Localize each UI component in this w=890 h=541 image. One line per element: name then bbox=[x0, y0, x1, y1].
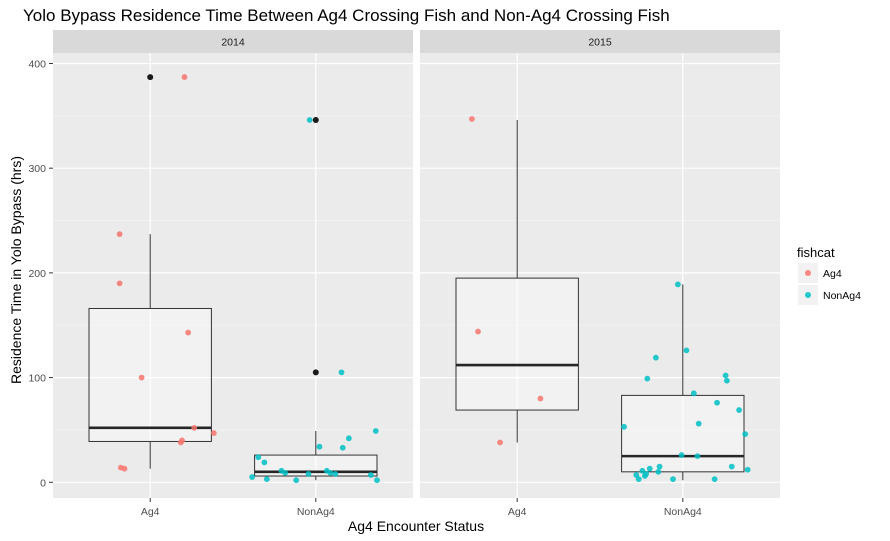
data-point bbox=[690, 390, 697, 397]
data-point bbox=[305, 471, 312, 477]
data-point bbox=[678, 452, 685, 458]
y-tick-label: 100 bbox=[28, 373, 46, 385]
data-point bbox=[670, 476, 676, 483]
data-point bbox=[263, 476, 270, 483]
data-point bbox=[327, 469, 334, 476]
data-point bbox=[138, 374, 145, 381]
legend-label: NonAg4 bbox=[823, 290, 861, 302]
outlier-point bbox=[147, 74, 154, 81]
legend: fishcat Ag4 NonAg4 bbox=[797, 245, 861, 305]
data-point bbox=[282, 469, 289, 476]
y-tick-label: 0 bbox=[40, 477, 46, 489]
data-point bbox=[497, 439, 503, 446]
data-point bbox=[332, 471, 339, 477]
outlier-point bbox=[312, 369, 319, 376]
data-point bbox=[338, 369, 345, 376]
data-point bbox=[641, 473, 648, 479]
data-point bbox=[185, 329, 192, 336]
boxplot-ag4 bbox=[88, 74, 212, 469]
x-tick-label: Ag4 bbox=[141, 506, 160, 518]
data-point bbox=[469, 116, 475, 122]
data-point bbox=[711, 476, 718, 483]
legend-marker bbox=[805, 270, 811, 276]
data-point bbox=[306, 117, 313, 123]
y-tick-label: 200 bbox=[28, 268, 46, 280]
chart-title: Yolo Bypass Residence Time Between Ag4 C… bbox=[23, 6, 670, 25]
legend-marker bbox=[805, 292, 811, 298]
legend-label: Ag4 bbox=[823, 268, 842, 280]
data-point bbox=[249, 474, 256, 480]
box-iqr bbox=[88, 307, 212, 442]
strip-label: 2014 bbox=[221, 37, 245, 49]
data-point bbox=[116, 231, 123, 238]
x-tick-label: NonAg4 bbox=[664, 506, 702, 518]
data-point bbox=[475, 328, 481, 335]
data-point bbox=[339, 444, 346, 451]
data-point bbox=[633, 472, 640, 478]
outlier-point bbox=[312, 117, 319, 124]
data-point bbox=[722, 372, 729, 379]
box-iqr bbox=[455, 277, 579, 411]
data-point bbox=[345, 435, 352, 442]
data-point bbox=[742, 431, 749, 438]
data-point bbox=[723, 377, 730, 384]
data-point bbox=[255, 454, 262, 461]
data-point bbox=[675, 281, 681, 288]
x-tick-label: Ag4 bbox=[508, 506, 527, 518]
data-point bbox=[177, 439, 184, 446]
panel-background bbox=[53, 53, 413, 498]
data-point bbox=[656, 463, 663, 470]
data-point bbox=[635, 476, 642, 483]
data-point bbox=[644, 375, 651, 382]
strip-label: 2015 bbox=[588, 37, 612, 49]
data-point bbox=[293, 477, 300, 484]
data-point bbox=[621, 423, 627, 430]
data-point bbox=[372, 428, 379, 434]
facet-panels: 2014 Ag4 NonAg4 2015 Ag4 NonAg4 bbox=[53, 30, 780, 518]
data-point bbox=[181, 74, 188, 80]
x-tick-label: NonAg4 bbox=[297, 506, 335, 518]
data-point bbox=[210, 430, 217, 436]
data-point bbox=[191, 424, 198, 431]
data-point bbox=[736, 407, 743, 413]
data-point bbox=[261, 459, 268, 466]
box-iqr bbox=[621, 394, 745, 473]
data-point bbox=[655, 468, 662, 475]
data-point bbox=[367, 472, 374, 478]
y-tick-label: 400 bbox=[28, 58, 46, 70]
facet-panel-2015: 2015 Ag4 NonAg4 bbox=[420, 30, 780, 518]
data-point bbox=[116, 280, 123, 287]
data-point bbox=[744, 466, 751, 473]
strip-background bbox=[420, 30, 780, 53]
y-tick-label: 300 bbox=[28, 163, 46, 175]
data-point bbox=[714, 399, 720, 406]
strip-background bbox=[53, 30, 413, 53]
data-point bbox=[728, 463, 735, 470]
facet-panel-2014: 2014 Ag4 NonAg4 bbox=[53, 30, 413, 518]
data-point bbox=[121, 465, 128, 472]
boxplot-ag4 bbox=[455, 120, 579, 443]
legend-title: fishcat bbox=[797, 245, 835, 260]
data-point bbox=[374, 477, 380, 484]
data-point bbox=[316, 443, 323, 450]
data-point bbox=[537, 395, 544, 402]
y-axis: 0 100 200 300 400 bbox=[28, 58, 53, 489]
panel-background bbox=[420, 53, 780, 498]
x-axis-title: Ag4 Encounter Status bbox=[348, 518, 484, 534]
data-point bbox=[646, 465, 653, 472]
data-point bbox=[652, 354, 659, 361]
data-point bbox=[694, 453, 701, 460]
data-point bbox=[683, 347, 690, 354]
y-axis-title: Residence Time in Yolo Bypass (hrs) bbox=[8, 156, 24, 384]
data-point bbox=[695, 420, 702, 427]
